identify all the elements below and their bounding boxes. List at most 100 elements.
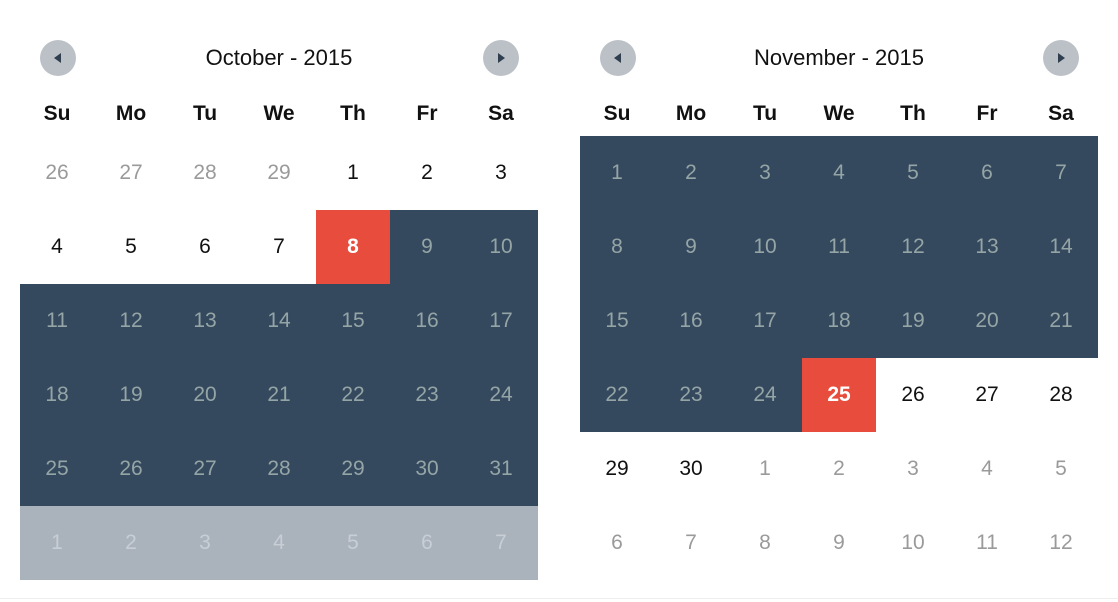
day-cell[interactable]: 30 [390, 432, 464, 506]
weekday-header-row: Su Mo Tu We Th Fr Sa [580, 100, 1098, 128]
day-cell[interactable]: 7 [464, 506, 538, 580]
day-cell[interactable]: 23 [654, 358, 728, 432]
calendar-october-2015: October - 2015 Su Mo Tu We Th Fr Sa 26 27… [20, 0, 538, 580]
day-cell[interactable]: 22 [580, 358, 654, 432]
day-cell[interactable]: 5 [316, 506, 390, 580]
day-cell[interactable]: 3 [168, 506, 242, 580]
day-cell[interactable]: 21 [242, 358, 316, 432]
weekday-label: Sa [488, 102, 514, 125]
day-cell[interactable]: 18 [802, 284, 876, 358]
day-cell[interactable]: 4 [802, 136, 876, 210]
day-cell[interactable]: 29 [267, 161, 291, 184]
day-cell[interactable]: 6 [390, 506, 464, 580]
day-cell[interactable]: 20 [168, 358, 242, 432]
day-cell[interactable]: 18 [20, 358, 94, 432]
weekday-label: We [823, 102, 855, 125]
day-cell[interactable]: 14 [1024, 210, 1098, 284]
day-cell[interactable]: 16 [390, 284, 464, 358]
day-cell[interactable]: 4 [51, 235, 63, 258]
day-cell[interactable]: 8 [759, 531, 771, 554]
selected-day-cell[interactable]: 8 [316, 210, 390, 284]
day-cell[interactable]: 9 [654, 210, 728, 284]
day-cell[interactable]: 2 [654, 136, 728, 210]
day-cell[interactable]: 13 [950, 210, 1024, 284]
day-cell[interactable]: 19 [876, 284, 950, 358]
day-cell[interactable]: 13 [168, 284, 242, 358]
day-cell[interactable]: 15 [580, 284, 654, 358]
day-cell[interactable]: 20 [950, 284, 1024, 358]
day-cell[interactable]: 29 [605, 457, 629, 480]
day-cell[interactable]: 10 [901, 531, 925, 554]
weekday-label: Tu [752, 102, 778, 125]
day-cell[interactable]: 25 [20, 432, 94, 506]
weekday-label: Fr [416, 102, 438, 125]
next-month-button[interactable] [483, 40, 519, 76]
day-cell[interactable]: 4 [981, 457, 993, 480]
day-cell[interactable]: 31 [464, 432, 538, 506]
day-cell[interactable]: 9 [833, 531, 845, 554]
day-cell[interactable]: 1 [20, 506, 94, 580]
selected-day-cell[interactable]: 25 [802, 358, 876, 432]
prev-month-button[interactable] [600, 40, 636, 76]
day-cell[interactable]: 7 [685, 531, 697, 554]
day-cell[interactable]: 5 [125, 235, 137, 258]
calendar-header: November - 2015 Su Mo Tu We Th Fr Sa [580, 0, 1098, 125]
prev-month-button[interactable] [40, 40, 76, 76]
day-cell[interactable]: 14 [242, 284, 316, 358]
day-cell[interactable]: 29 [316, 432, 390, 506]
day-cell[interactable]: 11 [802, 210, 876, 284]
day-cell[interactable]: 17 [464, 284, 538, 358]
day-cell[interactable]: 7 [273, 235, 285, 258]
day-cell[interactable]: 3 [907, 457, 919, 480]
day-cell[interactable]: 15 [316, 284, 390, 358]
day-cell[interactable]: 6 [950, 136, 1024, 210]
day-cell[interactable]: 3 [728, 136, 802, 210]
day-cell[interactable]: 12 [1049, 531, 1073, 554]
day-cell[interactable]: 16 [654, 284, 728, 358]
day-cell[interactable]: 28 [193, 161, 217, 184]
day-cell[interactable]: 11 [976, 531, 998, 554]
day-cell[interactable]: 8 [580, 210, 654, 284]
day-cell[interactable]: 11 [20, 284, 94, 358]
day-cell[interactable]: 6 [199, 235, 211, 258]
day-cell[interactable]: 28 [242, 432, 316, 506]
day-cell[interactable]: 10 [464, 210, 538, 284]
day-cell[interactable]: 28 [1049, 383, 1073, 406]
day-cell[interactable]: 27 [119, 161, 143, 184]
day-cell[interactable]: 27 [168, 432, 242, 506]
day-cell[interactable]: 2 [833, 457, 845, 480]
day-cell[interactable]: 6 [611, 531, 623, 554]
day-cell[interactable]: 5 [1055, 457, 1067, 480]
day-cell[interactable]: 3 [495, 161, 507, 184]
next-month-button[interactable] [1043, 40, 1079, 76]
day-cell[interactable]: 23 [390, 358, 464, 432]
day-cell[interactable]: 12 [94, 284, 168, 358]
day-cell[interactable]: 2 [421, 161, 433, 184]
day-cell[interactable]: 5 [876, 136, 950, 210]
day-cell[interactable]: 17 [728, 284, 802, 358]
day-cell[interactable]: 27 [975, 383, 999, 406]
arrow-right-icon [498, 53, 505, 63]
day-cell[interactable]: 22 [316, 358, 390, 432]
day-cell[interactable]: 1 [580, 136, 654, 210]
day-cell[interactable]: 19 [94, 358, 168, 432]
day-cell[interactable]: 30 [679, 457, 703, 480]
day-cell[interactable]: 24 [728, 358, 802, 432]
day-cell[interactable]: 7 [1024, 136, 1098, 210]
month-title: October - 2015 [205, 45, 353, 70]
day-cell[interactable]: 10 [728, 210, 802, 284]
day-cell[interactable]: 9 [390, 210, 464, 284]
day-cell[interactable]: 21 [1024, 284, 1098, 358]
day-cell[interactable]: 1 [347, 161, 359, 184]
days-grid: 26 27 28 29 1 2 3 4 5 6 7 8 9 10 11 12 13 14 15 16 17 18 19 20 2… [20, 136, 538, 580]
day-cell[interactable]: 26 [45, 161, 69, 184]
day-cell[interactable]: 26 [94, 432, 168, 506]
day-cell[interactable]: 1 [759, 457, 771, 480]
weekday-label: Tu [192, 102, 218, 125]
day-cell[interactable]: 2 [94, 506, 168, 580]
day-cell[interactable]: 26 [901, 383, 925, 406]
day-cell[interactable]: 4 [242, 506, 316, 580]
day-cell[interactable]: 12 [876, 210, 950, 284]
weekday-label: Mo [675, 102, 707, 125]
day-cell[interactable]: 24 [464, 358, 538, 432]
